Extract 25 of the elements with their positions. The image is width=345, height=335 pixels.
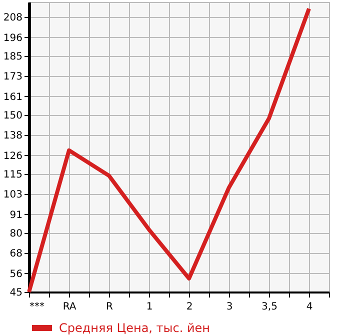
y-tick-label: 161 <box>3 92 22 103</box>
y-tick-label: 56 <box>10 268 22 280</box>
legend-label: Средняя Цена, тыс. йен <box>59 321 210 335</box>
y-tick-label: 103 <box>3 190 22 201</box>
y-tick-label: 150 <box>3 110 22 122</box>
y-tick-label: 80 <box>10 228 22 240</box>
y-tick-label: 185 <box>3 51 22 62</box>
x-tick-label: 1 <box>146 302 153 312</box>
x-tick-label: 2 <box>186 302 193 312</box>
x-tick-label: *** <box>30 302 44 312</box>
x-tick-label: 3 <box>226 302 233 312</box>
y-tick-label: 208 <box>3 12 22 24</box>
y-tick-label: 173 <box>3 72 22 83</box>
x-tick-label: R <box>106 302 114 312</box>
y-tick-label: 115 <box>3 169 22 180</box>
x-tick-label: 3,5 <box>262 302 278 312</box>
y-tick-label: 45 <box>10 288 22 298</box>
x-tick-label: RA <box>62 302 76 312</box>
y-tick-label: 196 <box>3 32 22 44</box>
y-tick-label: 91 <box>10 210 22 221</box>
x-tick-label: 4 <box>306 302 313 312</box>
y-tick-label: 68 <box>10 248 22 260</box>
y-tick-label: 138 <box>3 130 22 142</box>
line-series <box>27 6 311 294</box>
y-tick-label: 126 <box>3 150 22 162</box>
